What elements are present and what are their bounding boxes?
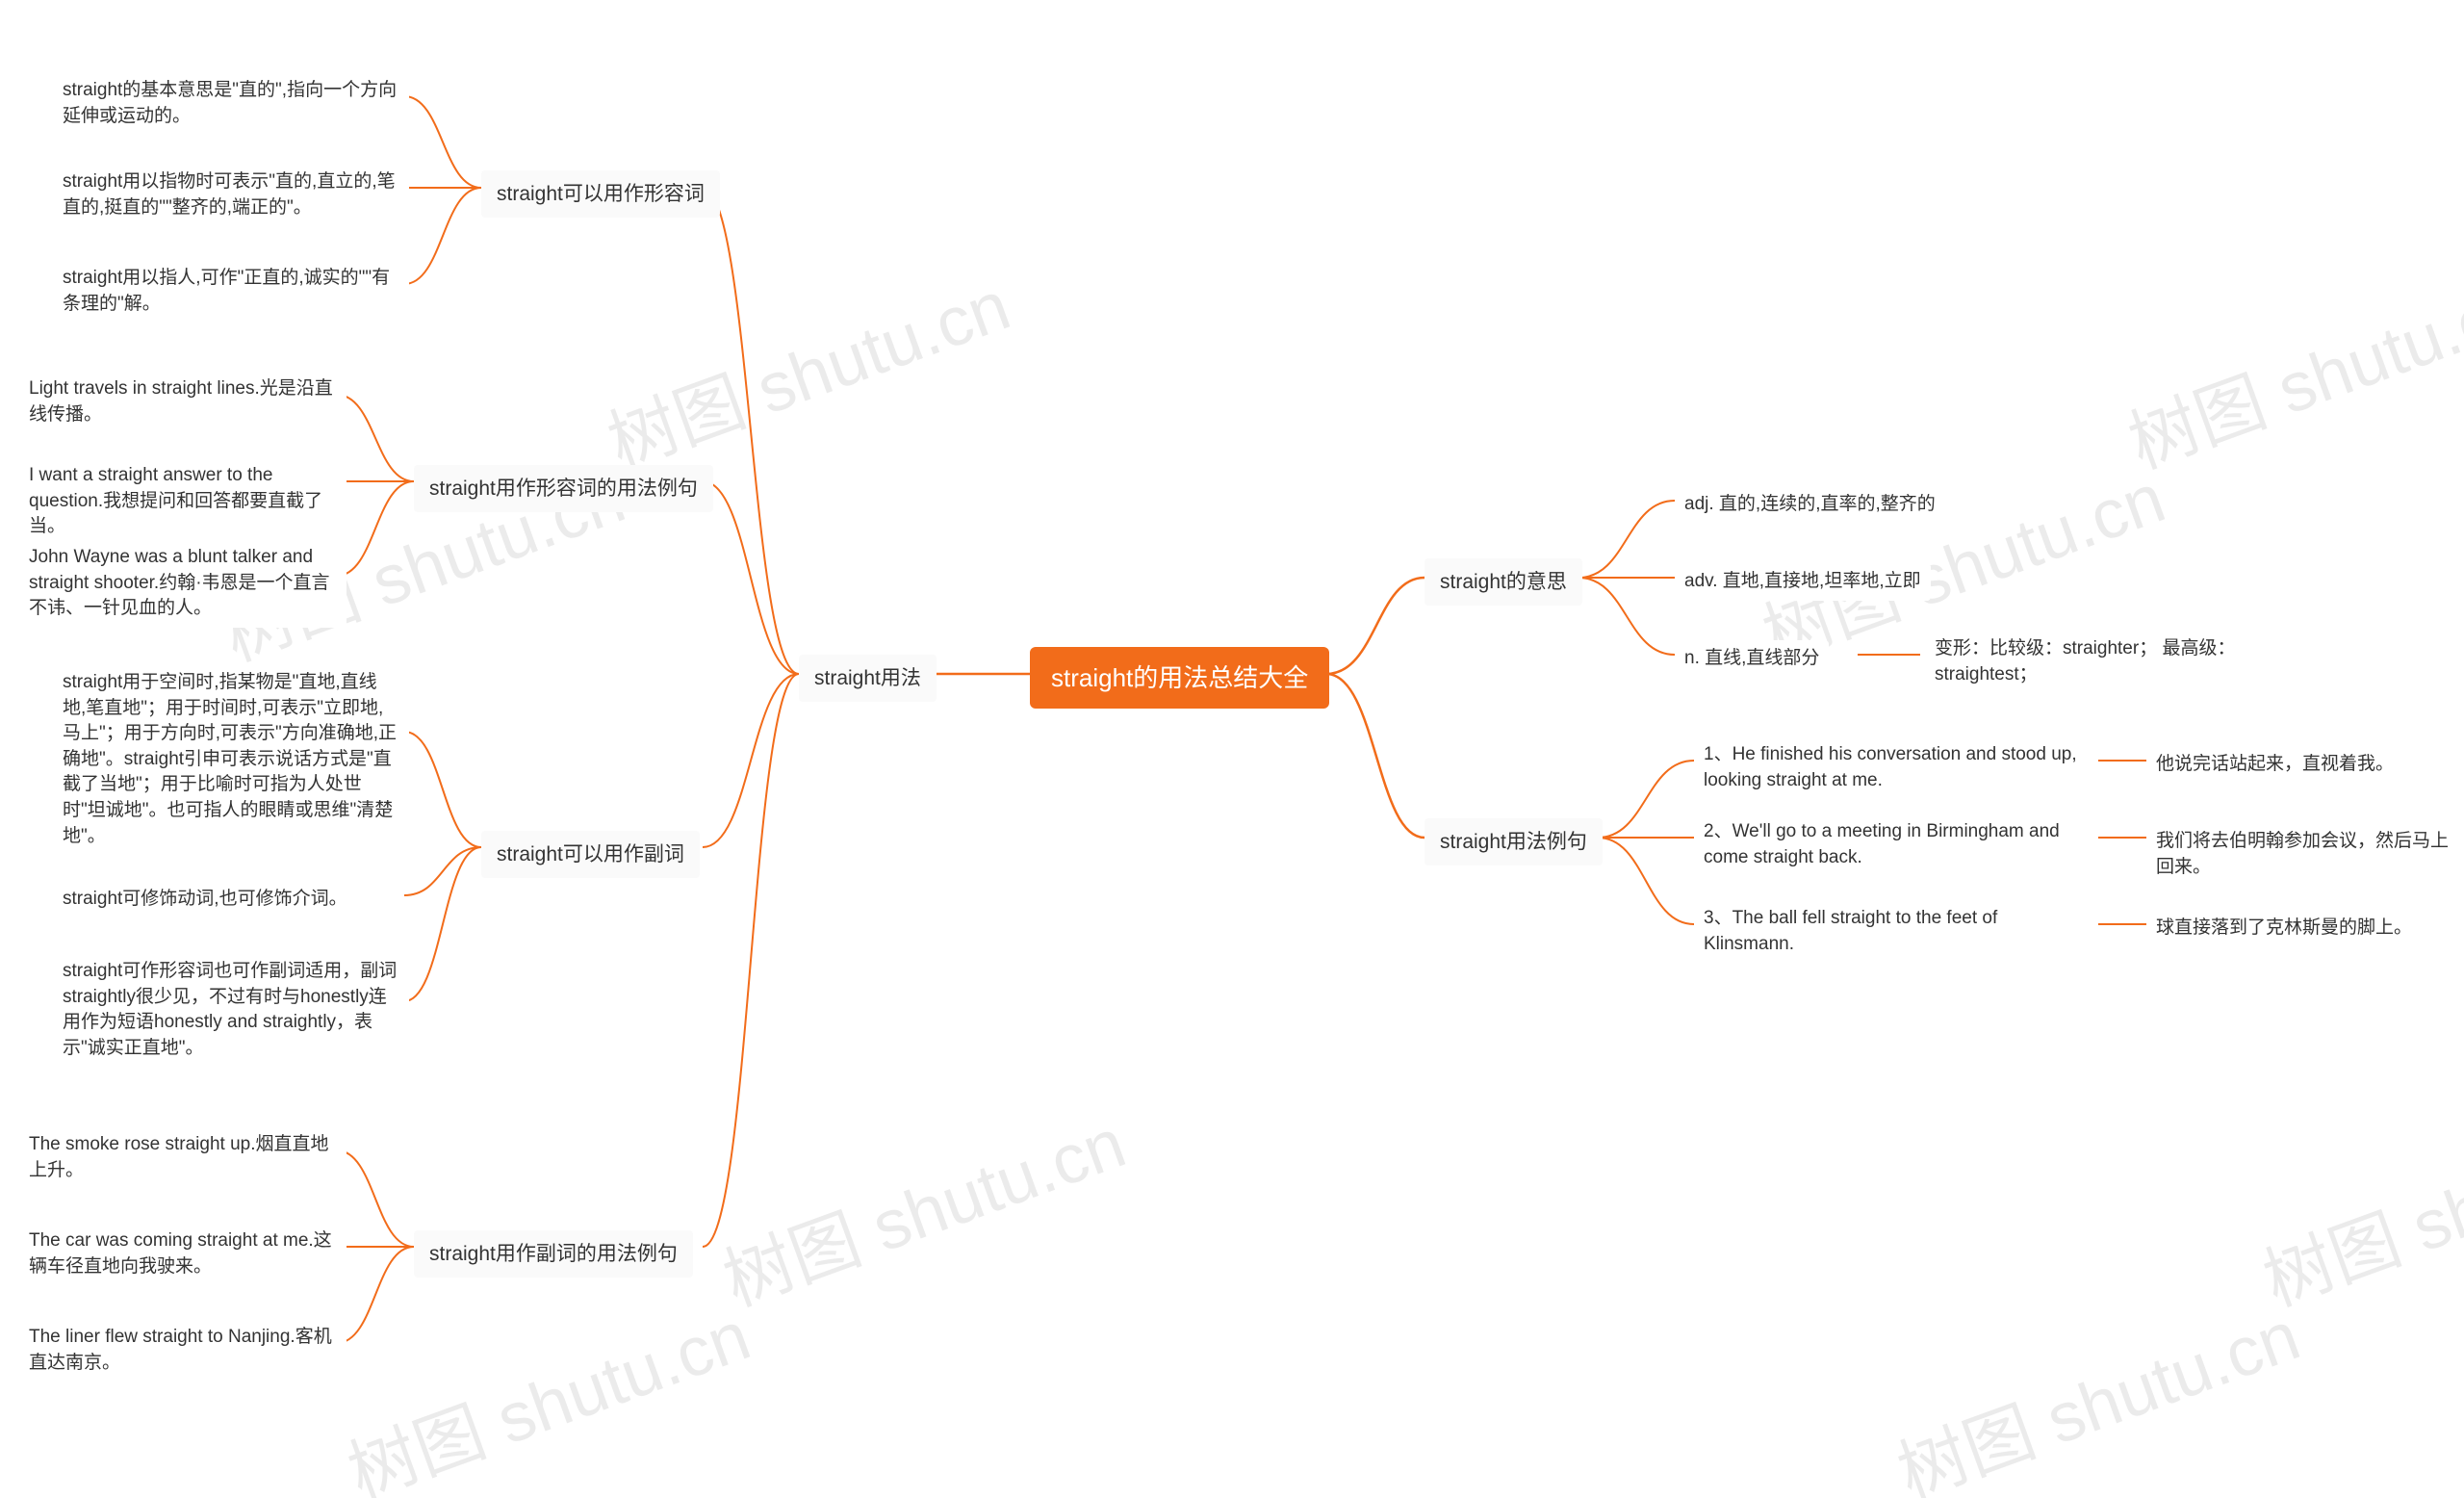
- leaf-example-3[interactable]: 3、The ball fell straight to the feet of …: [1694, 900, 2098, 963]
- leaf-meaning-n[interactable]: n. 直线,直线部分: [1675, 640, 1829, 678]
- leaf-adj-ex-2[interactable]: John Wayne was a blunt talker and straig…: [19, 539, 346, 628]
- leaf-example-2-trans[interactable]: 我们将去伯明翰参加会议，然后马上回来。: [2146, 823, 2464, 886]
- leaf-adv-ex-1[interactable]: The car was coming straight at me.这辆车径直地…: [19, 1223, 346, 1285]
- watermark: 树图 shutu.cn: [592, 249, 1021, 488]
- watermark: 树图 shutu.cn: [2247, 1087, 2464, 1326]
- leaf-adv-2[interactable]: straight可作形容词也可作副词适用，副词straightly很少见，不过有…: [53, 953, 409, 1067]
- branch-adv-ex[interactable]: straight用作副词的用法例句: [414, 1230, 693, 1278]
- branch-usage[interactable]: straight用法: [799, 655, 937, 702]
- leaf-example-3-trans[interactable]: 球直接落到了克林斯曼的脚上。: [2146, 910, 2422, 947]
- leaf-meaning-adj[interactable]: adj. 直的,连续的,直率的,整齐的: [1675, 486, 1945, 524]
- branch-adj-ex[interactable]: straight用作形容词的用法例句: [414, 465, 713, 512]
- branch-meaning[interactable]: straight的意思: [1424, 558, 1582, 606]
- leaf-adv-ex-0[interactable]: The smoke rose straight up.烟直直地上升。: [19, 1126, 346, 1189]
- leaf-example-2[interactable]: 2、We'll go to a meeting in Birmingham an…: [1694, 814, 2098, 876]
- watermark: 树图 shutu.cn: [332, 1279, 761, 1498]
- leaf-adv-0[interactable]: straight用于空间时,指某物是"直地,直线地,笔直地"；用于时间时,可表示…: [53, 664, 409, 855]
- watermark: 树图 shutu.cn: [707, 1087, 1137, 1326]
- leaf-meaning-n-sub[interactable]: 变形：比较级：straighter； 最高级：straightest；: [1925, 631, 2291, 693]
- leaf-adj-ex-0[interactable]: Light travels in straight lines.光是沿直线传播。: [19, 371, 346, 433]
- branch-adj[interactable]: straight可以用作形容词: [481, 170, 720, 218]
- mindmap-canvas: 树图 shutu.cn 树图 shutu.cn 树图 shutu.cn 树图 s…: [0, 0, 2464, 1498]
- watermark: 树图 shutu.cn: [1882, 1279, 2311, 1498]
- leaf-adv-1[interactable]: straight可修饰动词,也可修饰介词。: [53, 881, 357, 918]
- watermark: 树图 shutu.cn: [2113, 249, 2464, 488]
- leaf-adj-1[interactable]: straight用以指物时可表示"直的,直立的,笔直的,挺直的""整齐的,端正的…: [53, 164, 409, 226]
- leaf-meaning-adv[interactable]: adv. 直地,直接地,坦率地,立即: [1675, 563, 1931, 601]
- branch-examples[interactable]: straight用法例句: [1424, 818, 1603, 865]
- leaf-adj-2[interactable]: straight用以指人,可作"正直的,诚实的""有条理的"解。: [53, 260, 409, 323]
- branch-adv[interactable]: straight可以用作副词: [481, 831, 700, 878]
- root-node[interactable]: straight的用法总结大全: [1030, 647, 1329, 709]
- leaf-adv-ex-2[interactable]: The liner flew straight to Nanjing.客机直达南…: [19, 1319, 346, 1382]
- leaf-example-1[interactable]: 1、He finished his conversation and stood…: [1694, 736, 2098, 799]
- leaf-example-1-trans[interactable]: 他说完话站起来，直视着我。: [2146, 746, 2403, 784]
- leaf-adj-ex-1[interactable]: I want a straight answer to the question…: [19, 457, 346, 546]
- leaf-adj-0[interactable]: straight的基本意思是"直的",指向一个方向延伸或运动的。: [53, 72, 409, 135]
